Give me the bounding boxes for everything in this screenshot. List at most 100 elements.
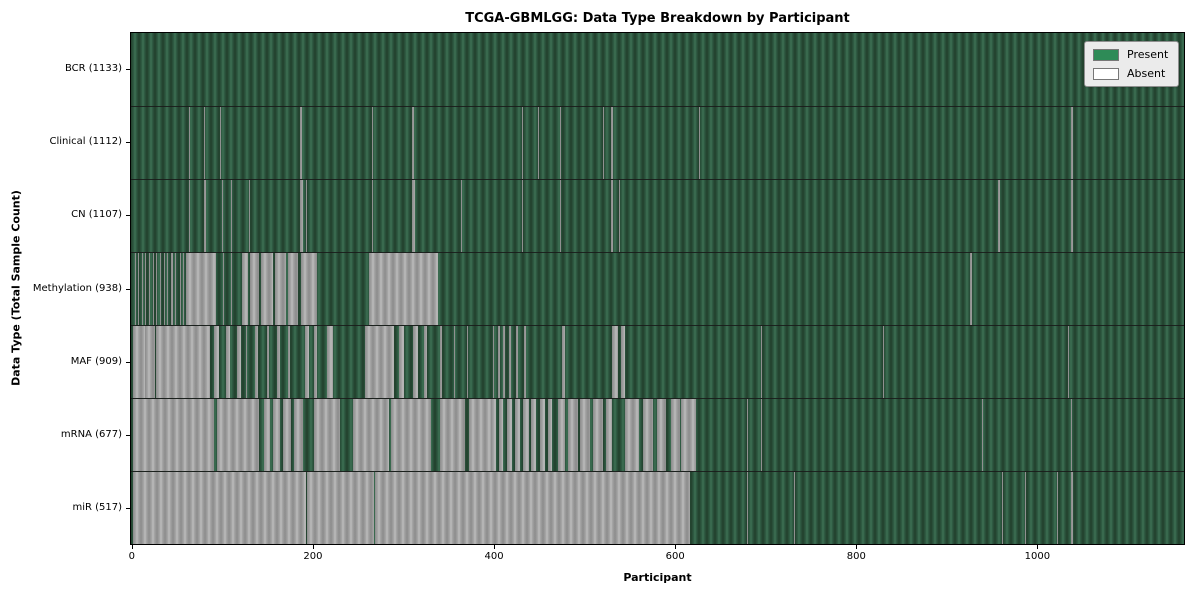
absent-segment (186, 252, 216, 325)
y-tick-label: BCR (1133) (64, 62, 122, 74)
absent-segment (149, 252, 151, 325)
y-tick-mark (126, 435, 130, 437)
y-tick-label: mRNA (677) (60, 429, 122, 441)
absent-segment (412, 106, 414, 179)
absent-segment (138, 252, 140, 325)
legend: Present Absent (1084, 41, 1179, 87)
plot-area (130, 32, 1185, 545)
x-axis-label: Participant (623, 571, 692, 584)
absent-segment (306, 179, 308, 252)
x-tick-mark (494, 545, 496, 549)
y-tick-mark (126, 361, 130, 363)
absent-segment (372, 179, 374, 252)
absent-segment (223, 252, 225, 325)
absent-segment (204, 179, 206, 252)
absent-segment (132, 471, 307, 544)
absent-segment (560, 179, 562, 252)
row-clinical (131, 105, 1184, 179)
absent-segment (163, 252, 165, 325)
absent-segment (610, 179, 613, 252)
absent-segment (248, 179, 250, 252)
absent-segment (620, 325, 626, 398)
absent-segment (883, 325, 884, 398)
absent-segment (592, 398, 603, 471)
absent-segment (681, 398, 696, 471)
absent-segment (539, 398, 545, 471)
absent-segment (222, 179, 224, 252)
absent-segment (188, 179, 190, 252)
absent-segment (391, 398, 432, 471)
x-tick-label: 200 (303, 551, 323, 562)
absent-segment (657, 398, 667, 471)
row-cn (131, 178, 1184, 252)
absent-segment (747, 398, 749, 471)
absent-segment (969, 252, 972, 325)
absent-segment (236, 325, 242, 398)
absent-segment (746, 471, 748, 544)
absent-segment (152, 252, 154, 325)
x-tick-mark (131, 545, 133, 549)
absent-segment (216, 398, 260, 471)
absent-segment (399, 325, 404, 398)
absent-segment (368, 252, 439, 325)
absent-segment (159, 252, 161, 325)
absent-segment (997, 179, 1000, 252)
y-tick-mark (126, 508, 130, 510)
absent-segment (288, 252, 299, 325)
absent-segment (132, 398, 215, 471)
y-tick-label: MAF (909) (70, 355, 122, 367)
absent-segment (300, 179, 303, 252)
absent-segment (492, 325, 495, 398)
legend-item-absent: Absent (1093, 67, 1170, 80)
absent-segment (300, 106, 302, 179)
absent-segment (423, 325, 427, 398)
absent-segment (220, 106, 222, 179)
absent-segment (179, 252, 181, 325)
absent-segment (460, 179, 462, 252)
absent-segment (522, 106, 524, 179)
absent-segment (372, 106, 374, 179)
absent-segment (440, 325, 442, 398)
absent-segment (231, 179, 233, 252)
absent-segment (490, 398, 497, 471)
legend-label-absent: Absent (1127, 67, 1166, 80)
absent-segment (134, 252, 136, 325)
absent-segment (467, 325, 469, 398)
absent-segment (580, 398, 591, 471)
absent-segment (440, 398, 466, 471)
x-tick-mark (312, 545, 314, 549)
legend-item-present: Present (1093, 48, 1170, 61)
absent-segment (307, 471, 375, 544)
absent-segment (132, 325, 145, 398)
y-tick-mark (126, 141, 130, 143)
absent-segment (537, 106, 539, 179)
absent-segment (562, 325, 565, 398)
absent-segment (503, 325, 506, 398)
absent-segment (547, 398, 553, 471)
absent-segment (327, 325, 334, 398)
absent-segment (643, 398, 653, 471)
absent-segment (1071, 471, 1073, 544)
absent-segment (214, 325, 219, 398)
chart-title: TCGA-GBMLGG: Data Type Breakdown by Part… (465, 11, 850, 26)
absent-segment (272, 398, 281, 471)
absent-segment (507, 398, 513, 471)
y-tick-mark (126, 215, 130, 217)
absent-segment (413, 325, 418, 398)
row-mrna (131, 397, 1184, 471)
absent-segment (567, 398, 578, 471)
absent-segment (282, 398, 291, 471)
absent-segment (167, 252, 169, 325)
x-tick-mark (675, 545, 677, 549)
absent-segment (1056, 471, 1058, 544)
y-tick-label: miR (517) (72, 502, 122, 514)
row-methylation (131, 251, 1184, 325)
x-tick-label: 600 (665, 551, 685, 562)
absent-segment (508, 325, 511, 398)
y-tick-label: Clinical (1112) (49, 135, 123, 147)
absent-segment (225, 325, 231, 398)
absent-segment (982, 398, 984, 471)
absent-segment (266, 325, 270, 398)
absent-segment (313, 398, 340, 471)
y-tick-mark (126, 288, 130, 290)
